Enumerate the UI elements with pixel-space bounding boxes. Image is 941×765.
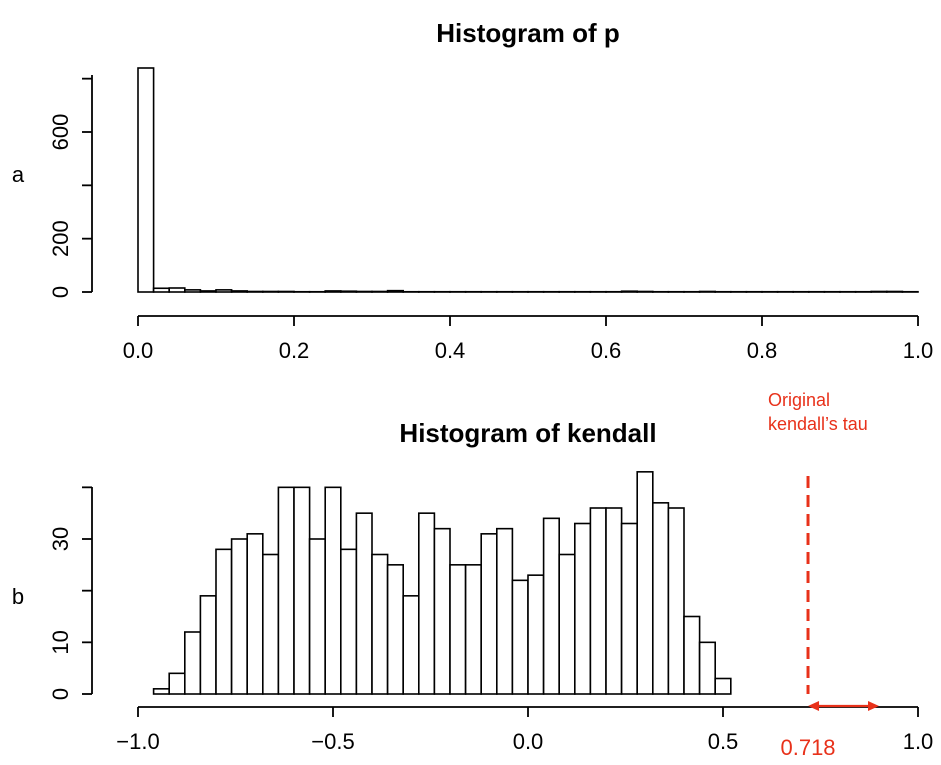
- x-tick-label: 0.0: [513, 729, 544, 754]
- histogram-bar: [683, 615, 701, 695]
- histogram-bar: [386, 564, 405, 695]
- y-tick-label: 200: [48, 220, 73, 257]
- histogram-bar: [542, 517, 560, 695]
- histogram-bar: [324, 290, 342, 293]
- panel-a-x-ticks: 0.0 0.2 0.4 0.6 0.8 1.0: [123, 316, 934, 363]
- histogram-bar: [495, 527, 514, 695]
- histogram-bar: [215, 548, 233, 695]
- x-tick-label: 0.6: [591, 338, 622, 363]
- x-tick-label: 0.2: [279, 338, 310, 363]
- histogram-bar: [605, 507, 623, 695]
- y-tick-label: 10: [48, 630, 73, 654]
- histogram-bar: [152, 287, 171, 293]
- histogram-bar: [339, 548, 358, 695]
- histogram-bar: [573, 522, 592, 695]
- histogram-bar: [152, 688, 171, 695]
- arrowhead-left-icon: [808, 701, 820, 711]
- histogram-bar: [324, 486, 342, 695]
- annotation-label-line2: kendall’s tau: [768, 414, 868, 434]
- histogram-bar: [386, 289, 405, 293]
- histogram-bar: [277, 290, 295, 293]
- histogram-bar: [714, 677, 732, 695]
- panel-b-title: Histogram of kendall: [399, 418, 656, 448]
- panel-b: Histogram of kendall b −1.0 −0.5 0.0 0.5 1.0…: [12, 390, 933, 760]
- histogram-bar: [261, 553, 280, 695]
- histogram-bar: [355, 512, 373, 695]
- panel-b-bars: [152, 471, 732, 695]
- panel-a-title: Histogram of p: [436, 18, 619, 48]
- panel-a-y-ticks: 0 200 600: [48, 77, 92, 298]
- histogram-bar: [355, 290, 373, 293]
- panel-b-x-ticks: −1.0 −0.5 0.0 0.5 1.0: [116, 707, 933, 754]
- histogram-bar: [464, 564, 483, 695]
- histogram-bar: [636, 471, 654, 695]
- x-tick-label: 0.4: [435, 338, 466, 363]
- x-tick-label: 1.0: [903, 338, 934, 363]
- histogram-bar: [230, 538, 249, 695]
- histogram-bar: [246, 290, 264, 293]
- x-tick-label: 0.5: [708, 729, 739, 754]
- annotation-label-line1: Original: [768, 390, 830, 410]
- panel-b-label: b: [12, 584, 24, 609]
- histogram-bar: [339, 290, 358, 293]
- histogram-bar: [480, 533, 498, 695]
- histogram-bar: [293, 486, 311, 695]
- y-tick-label: 0: [48, 286, 73, 298]
- panel-b-y-ticks: 0 10 30: [48, 486, 92, 700]
- x-tick-label: 0.0: [123, 338, 154, 363]
- x-tick-label: 0.8: [747, 338, 778, 363]
- histogram-bar: [246, 533, 264, 695]
- panel-a-bars: [137, 67, 919, 293]
- histogram-bar: [885, 290, 904, 293]
- histogram-bar: [698, 641, 716, 695]
- histogram-bar: [230, 290, 249, 293]
- histogram-bar: [137, 67, 155, 293]
- histogram-bar: [215, 289, 233, 293]
- histogram-bar: [168, 287, 186, 293]
- histogram-bar: [402, 595, 420, 695]
- y-tick-label: 30: [48, 527, 73, 551]
- histogram-bar: [651, 502, 670, 695]
- histogram-bar: [184, 289, 202, 293]
- histogram-bar: [558, 553, 576, 695]
- histogram-bar: [449, 564, 467, 695]
- histogram-bar: [308, 538, 327, 695]
- x-tick-label: 1.0: [903, 729, 934, 754]
- histogram-bar: [184, 631, 202, 695]
- annotation-value: 0.718: [780, 735, 835, 760]
- panel-a-label: a: [12, 162, 25, 187]
- histogram-bar: [667, 507, 685, 695]
- y-tick-label: 600: [48, 114, 73, 151]
- histogram-bar: [433, 527, 451, 695]
- histogram-bar: [636, 290, 654, 293]
- histogram-bar: [261, 290, 280, 293]
- histogram-bar: [589, 507, 607, 695]
- arrowhead-right-icon: [868, 701, 879, 711]
- histogram-bar: [620, 522, 638, 695]
- y-tick-label: 0: [48, 688, 73, 700]
- histogram-bar: [199, 290, 217, 293]
- histogram-bar: [417, 512, 436, 695]
- x-tick-label: −0.5: [311, 729, 354, 754]
- histogram-bar: [620, 290, 638, 293]
- histogram-bar: [168, 672, 186, 695]
- x-tick-label: −1.0: [116, 729, 159, 754]
- histogram-bar: [277, 486, 295, 695]
- histogram-bar: [371, 553, 389, 695]
- panel-a: Histogram of p a 0.0 0.2 0.4 0.6 0.8 1.0 0 200…: [12, 18, 933, 363]
- histogram-bar: [527, 574, 545, 695]
- histogram-bar: [698, 290, 716, 293]
- histogram-bar: [511, 579, 529, 695]
- histogram-bar: [870, 290, 888, 293]
- histogram-bar: [199, 595, 217, 695]
- histogram-bar: [371, 290, 389, 293]
